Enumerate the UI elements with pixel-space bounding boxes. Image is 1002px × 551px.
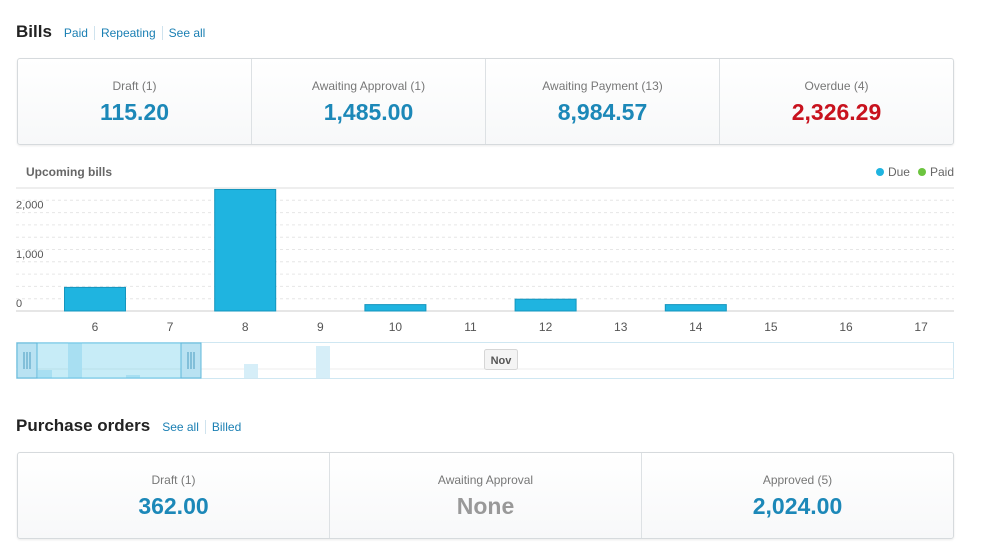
chart-title: Upcoming bills — [26, 165, 113, 179]
bar-due — [64, 286, 126, 312]
card-label: Awaiting Approval — [437, 473, 534, 487]
x-tick-label: 16 — [839, 320, 853, 334]
card-label: Draft (1) — [112, 79, 157, 93]
bills-awaiting-approval-card[interactable]: Awaiting Approval (1) 1,485.00 — [251, 59, 485, 144]
card-value: 362.00 — [138, 493, 209, 519]
y-tick-label: 1,000 — [16, 249, 44, 261]
bar-due — [214, 188, 277, 312]
x-tick-label: 12 — [539, 320, 553, 334]
card-value: 2,326.29 — [791, 99, 882, 125]
navigator-selection — [16, 342, 202, 379]
legend-paid: Paid — [917, 165, 954, 179]
purchase-orders-title: Purchase orders — [16, 416, 151, 435]
y-tick-label: 0 — [16, 298, 22, 310]
card-label: Overdue (4) — [804, 79, 869, 93]
chart-svg: 0 1,000 2,000 6 7 8 9 10 11 12 13 14 15 16 17 Nov — [16, 187, 954, 379]
y-tick-label: 2,000 — [16, 200, 44, 212]
x-tick-label: 14 — [689, 320, 703, 334]
purchase-orders-billed-link[interactable]: Billed — [204, 420, 247, 434]
x-tick-label: 10 — [389, 320, 403, 334]
bills-awaiting-payment-card[interactable]: Awaiting Payment (13) 8,984.57 — [485, 59, 719, 144]
po-draft-card[interactable]: Draft (1) 362.00 — [18, 453, 329, 538]
x-tick-label: 13 — [614, 320, 628, 334]
bills-header: Bills Paid Repeating See all — [16, 22, 211, 42]
card-value: 115.20 — [99, 99, 170, 125]
navigator-mini-bar — [126, 375, 140, 378]
po-approved-card[interactable]: Approved (5) 2,024.00 — [641, 453, 953, 538]
chart-legend: Due Paid — [868, 165, 954, 179]
card-label: Awaiting Approval (1) — [311, 79, 426, 93]
purchase-orders-see-all-link[interactable]: See all — [162, 420, 199, 434]
bills-overdue-card[interactable]: Overdue (4) 2,326.29 — [719, 59, 953, 144]
bills-summary-cards: Draft (1) 115.20 Awaiting Approval (1) 1… — [17, 58, 954, 145]
bar-due — [514, 298, 577, 312]
purchase-orders-summary-cards: Draft (1) 362.00 Awaiting Approval None … — [17, 452, 954, 539]
x-tick-label: 7 — [167, 320, 174, 334]
navigator-month-box — [484, 349, 518, 370]
legend-due-dot — [875, 168, 884, 176]
card-label: Draft (1) — [151, 473, 196, 487]
purchase-orders-header: Purchase orders See all Billed — [16, 416, 247, 436]
legend-due-label: Due — [887, 165, 910, 179]
bills-paid-link[interactable]: Paid — [63, 26, 88, 40]
x-tick-label: 8 — [242, 320, 249, 334]
card-label: Awaiting Payment (13) — [542, 79, 663, 93]
upcoming-bills-chart: 0 1,000 2,000 6 7 8 9 10 11 12 13 14 15 16 17 Nov Upcom… — [16, 158, 954, 386]
navigator-month-label: Nov — [491, 355, 513, 367]
card-value: 2,024.00 — [752, 493, 843, 519]
navigator-mini-bar — [68, 342, 82, 378]
x-tick-label: 17 — [914, 320, 928, 334]
bills-title: Bills — [16, 22, 52, 41]
bills-repeating-link[interactable]: Repeating — [93, 26, 162, 40]
legend-due: Due — [875, 165, 910, 179]
purchase-orders-links: See all Billed — [162, 420, 247, 434]
x-tick-label: 6 — [92, 320, 99, 334]
legend-paid-label: Paid — [929, 165, 954, 179]
bar-due — [664, 304, 727, 312]
card-value: 8,984.57 — [557, 99, 648, 125]
card-label: Approved (5) — [762, 473, 833, 487]
x-tick-label: 11 — [464, 320, 477, 334]
card-value: 1,485.00 — [323, 99, 414, 125]
bills-draft-card[interactable]: Draft (1) 115.20 — [18, 59, 251, 144]
navigator-mini-bar — [316, 346, 330, 378]
bar-due — [364, 304, 427, 312]
bills-see-all-link[interactable]: See all — [161, 26, 212, 40]
bills-links: Paid Repeating See all — [64, 26, 211, 40]
po-awaiting-approval-card[interactable]: Awaiting Approval None — [329, 453, 641, 538]
x-tick-label: 15 — [764, 320, 778, 334]
legend-paid-dot — [917, 168, 926, 176]
navigator-mini-bar — [38, 370, 52, 378]
card-value: None — [456, 493, 515, 519]
navigator-mini-bar — [244, 364, 258, 378]
x-tick-label: 9 — [317, 320, 324, 334]
